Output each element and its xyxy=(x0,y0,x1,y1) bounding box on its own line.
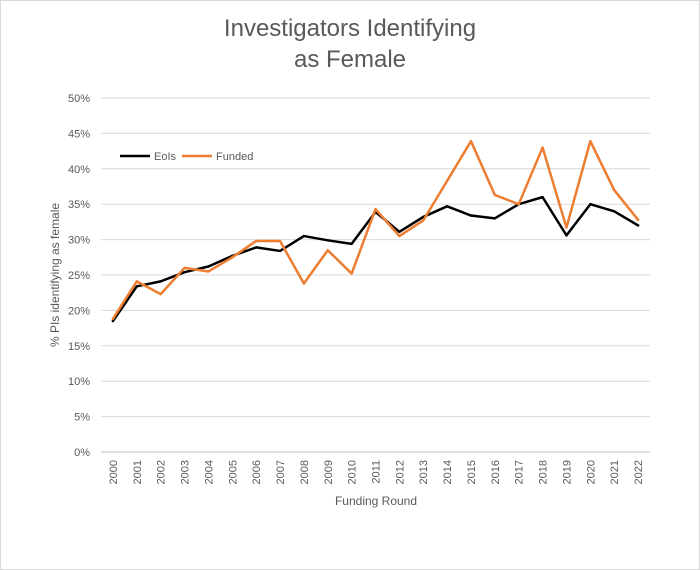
data-point-eois xyxy=(565,234,568,237)
x-tick-label: 2008 xyxy=(299,460,311,484)
data-point-funded xyxy=(231,256,234,259)
y-tick-label: 25% xyxy=(68,270,90,282)
data-point-eois xyxy=(326,239,329,242)
data-point-eois xyxy=(541,195,544,199)
data-point-funded xyxy=(612,188,616,192)
y-tick-label: 40% xyxy=(68,164,90,176)
data-point-eois xyxy=(493,217,497,220)
data-point-eois xyxy=(135,285,139,288)
x-tick-label: 2005 xyxy=(227,460,239,484)
data-point-funded xyxy=(541,146,544,149)
y-tick-label: 30% xyxy=(68,235,90,247)
data-point-eois xyxy=(183,270,186,274)
data-point-funded xyxy=(159,292,162,296)
data-point-funded xyxy=(111,317,115,321)
x-tick-label: 2011 xyxy=(371,460,383,484)
data-point-eois xyxy=(254,246,258,249)
data-point-eois xyxy=(302,234,306,238)
data-point-funded xyxy=(445,179,449,183)
data-point-funded xyxy=(517,203,520,206)
data-point-funded xyxy=(183,266,186,270)
x-tick-label: 2007 xyxy=(275,460,287,484)
legend-eois-label: EoIs xyxy=(154,151,177,163)
series-lines xyxy=(111,139,640,323)
x-tick-label: 2003 xyxy=(180,460,192,484)
x-tick-label: 2019 xyxy=(561,460,573,484)
data-point-funded xyxy=(589,139,592,143)
data-point-funded xyxy=(469,139,473,143)
data-point-eois xyxy=(398,230,401,234)
legend: EoIs Funded xyxy=(120,151,253,163)
y-tick-label: 35% xyxy=(68,199,90,211)
data-point-funded xyxy=(254,239,258,243)
x-axis-title: Funding Round xyxy=(335,494,417,508)
y-axis-ticks: 0% 5% 10% 15% 20% 25% 30% 35% 40% 45% 50% xyxy=(68,93,90,459)
data-point-eois xyxy=(636,224,640,227)
data-point-funded xyxy=(565,226,568,229)
x-tick-label: 2009 xyxy=(323,460,335,484)
data-point-funded xyxy=(135,280,139,283)
legend-funded-label: Funded xyxy=(216,151,253,163)
x-tick-label: 2006 xyxy=(251,460,263,484)
data-point-funded xyxy=(302,282,306,285)
x-tick-label: 2001 xyxy=(132,460,144,484)
x-tick-label: 2018 xyxy=(538,460,550,484)
chart-title-line-2: as Female xyxy=(294,46,406,73)
x-tick-label: 2022 xyxy=(633,460,645,484)
data-point-eois xyxy=(278,249,282,253)
x-axis-ticks: 2000 2001 2002 2003 2004 2005 2006 2007 2008 2009… xyxy=(108,460,645,484)
data-point-funded xyxy=(278,239,282,243)
data-point-eois xyxy=(350,242,353,246)
y-tick-label: 0% xyxy=(74,447,90,459)
data-point-funded xyxy=(493,193,497,197)
data-point-eois xyxy=(111,319,115,323)
x-tick-label: 2021 xyxy=(609,460,621,484)
x-tick-label: 2016 xyxy=(490,460,502,484)
x-tick-label: 2017 xyxy=(514,460,526,484)
x-tick-label: 2012 xyxy=(394,460,406,484)
data-point-funded xyxy=(398,234,401,238)
y-axis-title: % PIs identifying as female xyxy=(48,203,62,347)
y-tick-label: 45% xyxy=(68,128,90,140)
x-tick-label: 2002 xyxy=(156,460,168,484)
data-point-eois xyxy=(159,280,162,283)
data-point-eois xyxy=(612,210,616,213)
data-point-funded xyxy=(374,207,377,211)
chart-title-line-1: Investigators Identifying xyxy=(224,15,476,42)
x-tick-label: 2015 xyxy=(466,460,478,484)
x-tick-label: 2020 xyxy=(585,460,597,484)
data-point-funded xyxy=(636,218,640,221)
x-tick-label: 2010 xyxy=(347,460,359,484)
data-point-eois xyxy=(207,265,210,268)
y-tick-label: 10% xyxy=(68,376,90,388)
data-point-eois xyxy=(445,205,449,208)
y-tick-label: 50% xyxy=(68,93,90,105)
y-tick-label: 15% xyxy=(68,341,90,353)
data-point-eois xyxy=(589,203,592,206)
y-tick-label: 5% xyxy=(74,412,90,424)
data-point-eois xyxy=(469,214,473,217)
y-tick-label: 20% xyxy=(68,305,90,317)
data-point-funded xyxy=(422,219,425,222)
data-point-funded xyxy=(207,270,210,273)
x-tick-label: 2000 xyxy=(108,460,120,484)
data-point-funded xyxy=(326,249,329,252)
data-point-funded xyxy=(350,272,353,275)
x-tick-label: 2004 xyxy=(203,460,215,484)
x-tick-label: 2013 xyxy=(418,460,430,484)
x-tick-label: 2014 xyxy=(442,460,454,484)
gridlines xyxy=(101,97,650,453)
